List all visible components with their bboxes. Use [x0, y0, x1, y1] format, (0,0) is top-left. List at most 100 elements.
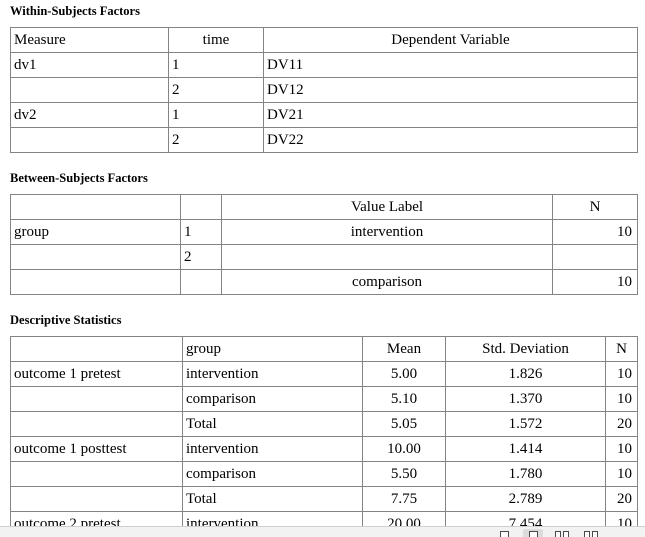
data-cell: dv2 — [10, 102, 169, 128]
data-cell: 5.50 — [362, 461, 446, 487]
data-cell: comparison — [182, 386, 363, 412]
data-cell: DV12 — [263, 77, 638, 103]
table-row: dv2 1 DV21 — [10, 102, 638, 128]
table-row: 2 DV22 — [10, 127, 638, 153]
data-cell: comparison — [221, 269, 553, 295]
data-cell — [221, 244, 553, 270]
data-cell: 5.00 — [362, 361, 446, 387]
header-cell-measure: Measure — [10, 27, 169, 53]
data-cell: 2 — [168, 127, 264, 153]
page-glyph — [555, 531, 561, 537]
data-cell: comparison — [182, 461, 363, 487]
data-cell: 5.05 — [362, 411, 446, 437]
table-row: outcome 1 pretest intervention 5.00 1.82… — [10, 361, 638, 387]
table-row: Total 5.05 1.572 20 — [10, 411, 638, 437]
data-cell — [10, 486, 183, 512]
data-cell: dv1 — [10, 52, 169, 78]
page-layout-controls — [494, 529, 601, 537]
table-row: comparison 5.10 1.370 10 — [10, 386, 638, 412]
within-subjects-factors-table: Measure time Dependent Variable dv1 1 DV… — [10, 27, 638, 153]
data-cell: 10 — [605, 386, 638, 412]
header-cell-value-label: Value Label — [221, 194, 553, 220]
header-cell-dependent-variable: Dependent Variable — [263, 27, 638, 53]
data-cell: 10 — [552, 269, 638, 295]
data-cell: DV21 — [263, 102, 638, 128]
page-layout-single-icon[interactable] — [494, 529, 514, 537]
data-cell: 1 — [168, 102, 264, 128]
table-row: group 1 intervention 10 — [10, 219, 638, 245]
page-layout-book-icon[interactable] — [581, 529, 601, 537]
table-header-row: Measure time Dependent Variable — [10, 27, 638, 53]
data-cell: intervention — [221, 219, 553, 245]
within-subjects-factors-title: Within-Subjects Factors — [10, 4, 140, 18]
data-cell: 20 — [605, 486, 638, 512]
page-glyph — [563, 531, 569, 537]
data-cell: intervention — [182, 436, 363, 462]
data-cell: DV22 — [263, 127, 638, 153]
table-row: dv1 1 DV11 — [10, 52, 638, 78]
data-cell: 20 — [605, 411, 638, 437]
table-row: comparison 10 — [10, 269, 638, 295]
data-cell: Total — [182, 486, 363, 512]
data-cell: 1.414 — [445, 436, 606, 462]
data-cell — [552, 244, 638, 270]
table-row: Total 7.75 2.789 20 — [10, 486, 638, 512]
header-cell-time: time — [168, 27, 264, 53]
data-cell: 10 — [552, 219, 638, 245]
data-cell: 1.572 — [445, 411, 606, 437]
page-layout-facing-icon[interactable] — [552, 529, 572, 537]
page-glyph — [584, 531, 590, 537]
between-subjects-factors-title: Between-Subjects Factors — [10, 171, 148, 185]
header-cell-mean: Mean — [362, 336, 446, 362]
data-cell: 1.370 — [445, 386, 606, 412]
data-cell: 2 — [168, 77, 264, 103]
data-cell: 10.00 — [362, 436, 446, 462]
table-header-row: Value Label N — [10, 194, 638, 220]
data-cell: 2.789 — [445, 486, 606, 512]
header-cell-n: N — [552, 194, 638, 220]
data-cell: DV11 — [263, 52, 638, 78]
header-cell-blank — [10, 336, 183, 362]
page-glyph — [499, 531, 509, 537]
status-bar — [0, 526, 645, 537]
data-cell — [10, 386, 183, 412]
data-cell: 1 — [168, 52, 264, 78]
between-subjects-factors-table: Value Label N group 1 intervention 10 2 … — [10, 194, 638, 295]
data-cell: 2 — [180, 244, 222, 270]
data-cell: 7.75 — [362, 486, 446, 512]
header-cell-blank — [10, 194, 181, 220]
data-cell — [10, 411, 183, 437]
table-row: 2 — [10, 244, 638, 270]
data-cell: 10 — [605, 461, 638, 487]
descriptive-statistics-title: Descriptive Statistics — [10, 313, 122, 327]
table-row: 2 DV12 — [10, 77, 638, 103]
data-cell — [180, 269, 222, 295]
data-cell: 5.10 — [362, 386, 446, 412]
page-glyph — [592, 531, 598, 537]
data-cell: group — [10, 219, 181, 245]
data-cell — [10, 461, 183, 487]
data-cell: 1.826 — [445, 361, 606, 387]
data-cell: 1 — [180, 219, 222, 245]
page-layout-continuous-icon[interactable] — [523, 529, 543, 537]
header-cell-std-deviation: Std. Deviation — [445, 336, 606, 362]
data-cell: outcome 1 posttest — [10, 436, 183, 462]
data-cell: Total — [182, 411, 363, 437]
data-cell: 1.780 — [445, 461, 606, 487]
table-row: comparison 5.50 1.780 10 — [10, 461, 638, 487]
data-cell — [10, 127, 169, 153]
page-glyph — [528, 531, 538, 537]
header-cell-blank — [180, 194, 222, 220]
data-cell: intervention — [182, 361, 363, 387]
data-cell — [10, 269, 181, 295]
data-cell — [10, 244, 181, 270]
data-cell: 10 — [605, 436, 638, 462]
table-row: outcome 1 posttest intervention 10.00 1.… — [10, 436, 638, 462]
header-cell-n: N — [605, 336, 638, 362]
data-cell: outcome 1 pretest — [10, 361, 183, 387]
header-cell-group: group — [182, 336, 363, 362]
data-cell: 10 — [605, 361, 638, 387]
data-cell — [10, 77, 169, 103]
descriptive-statistics-table: group Mean Std. Deviation N outcome 1 pr… — [10, 336, 638, 537]
